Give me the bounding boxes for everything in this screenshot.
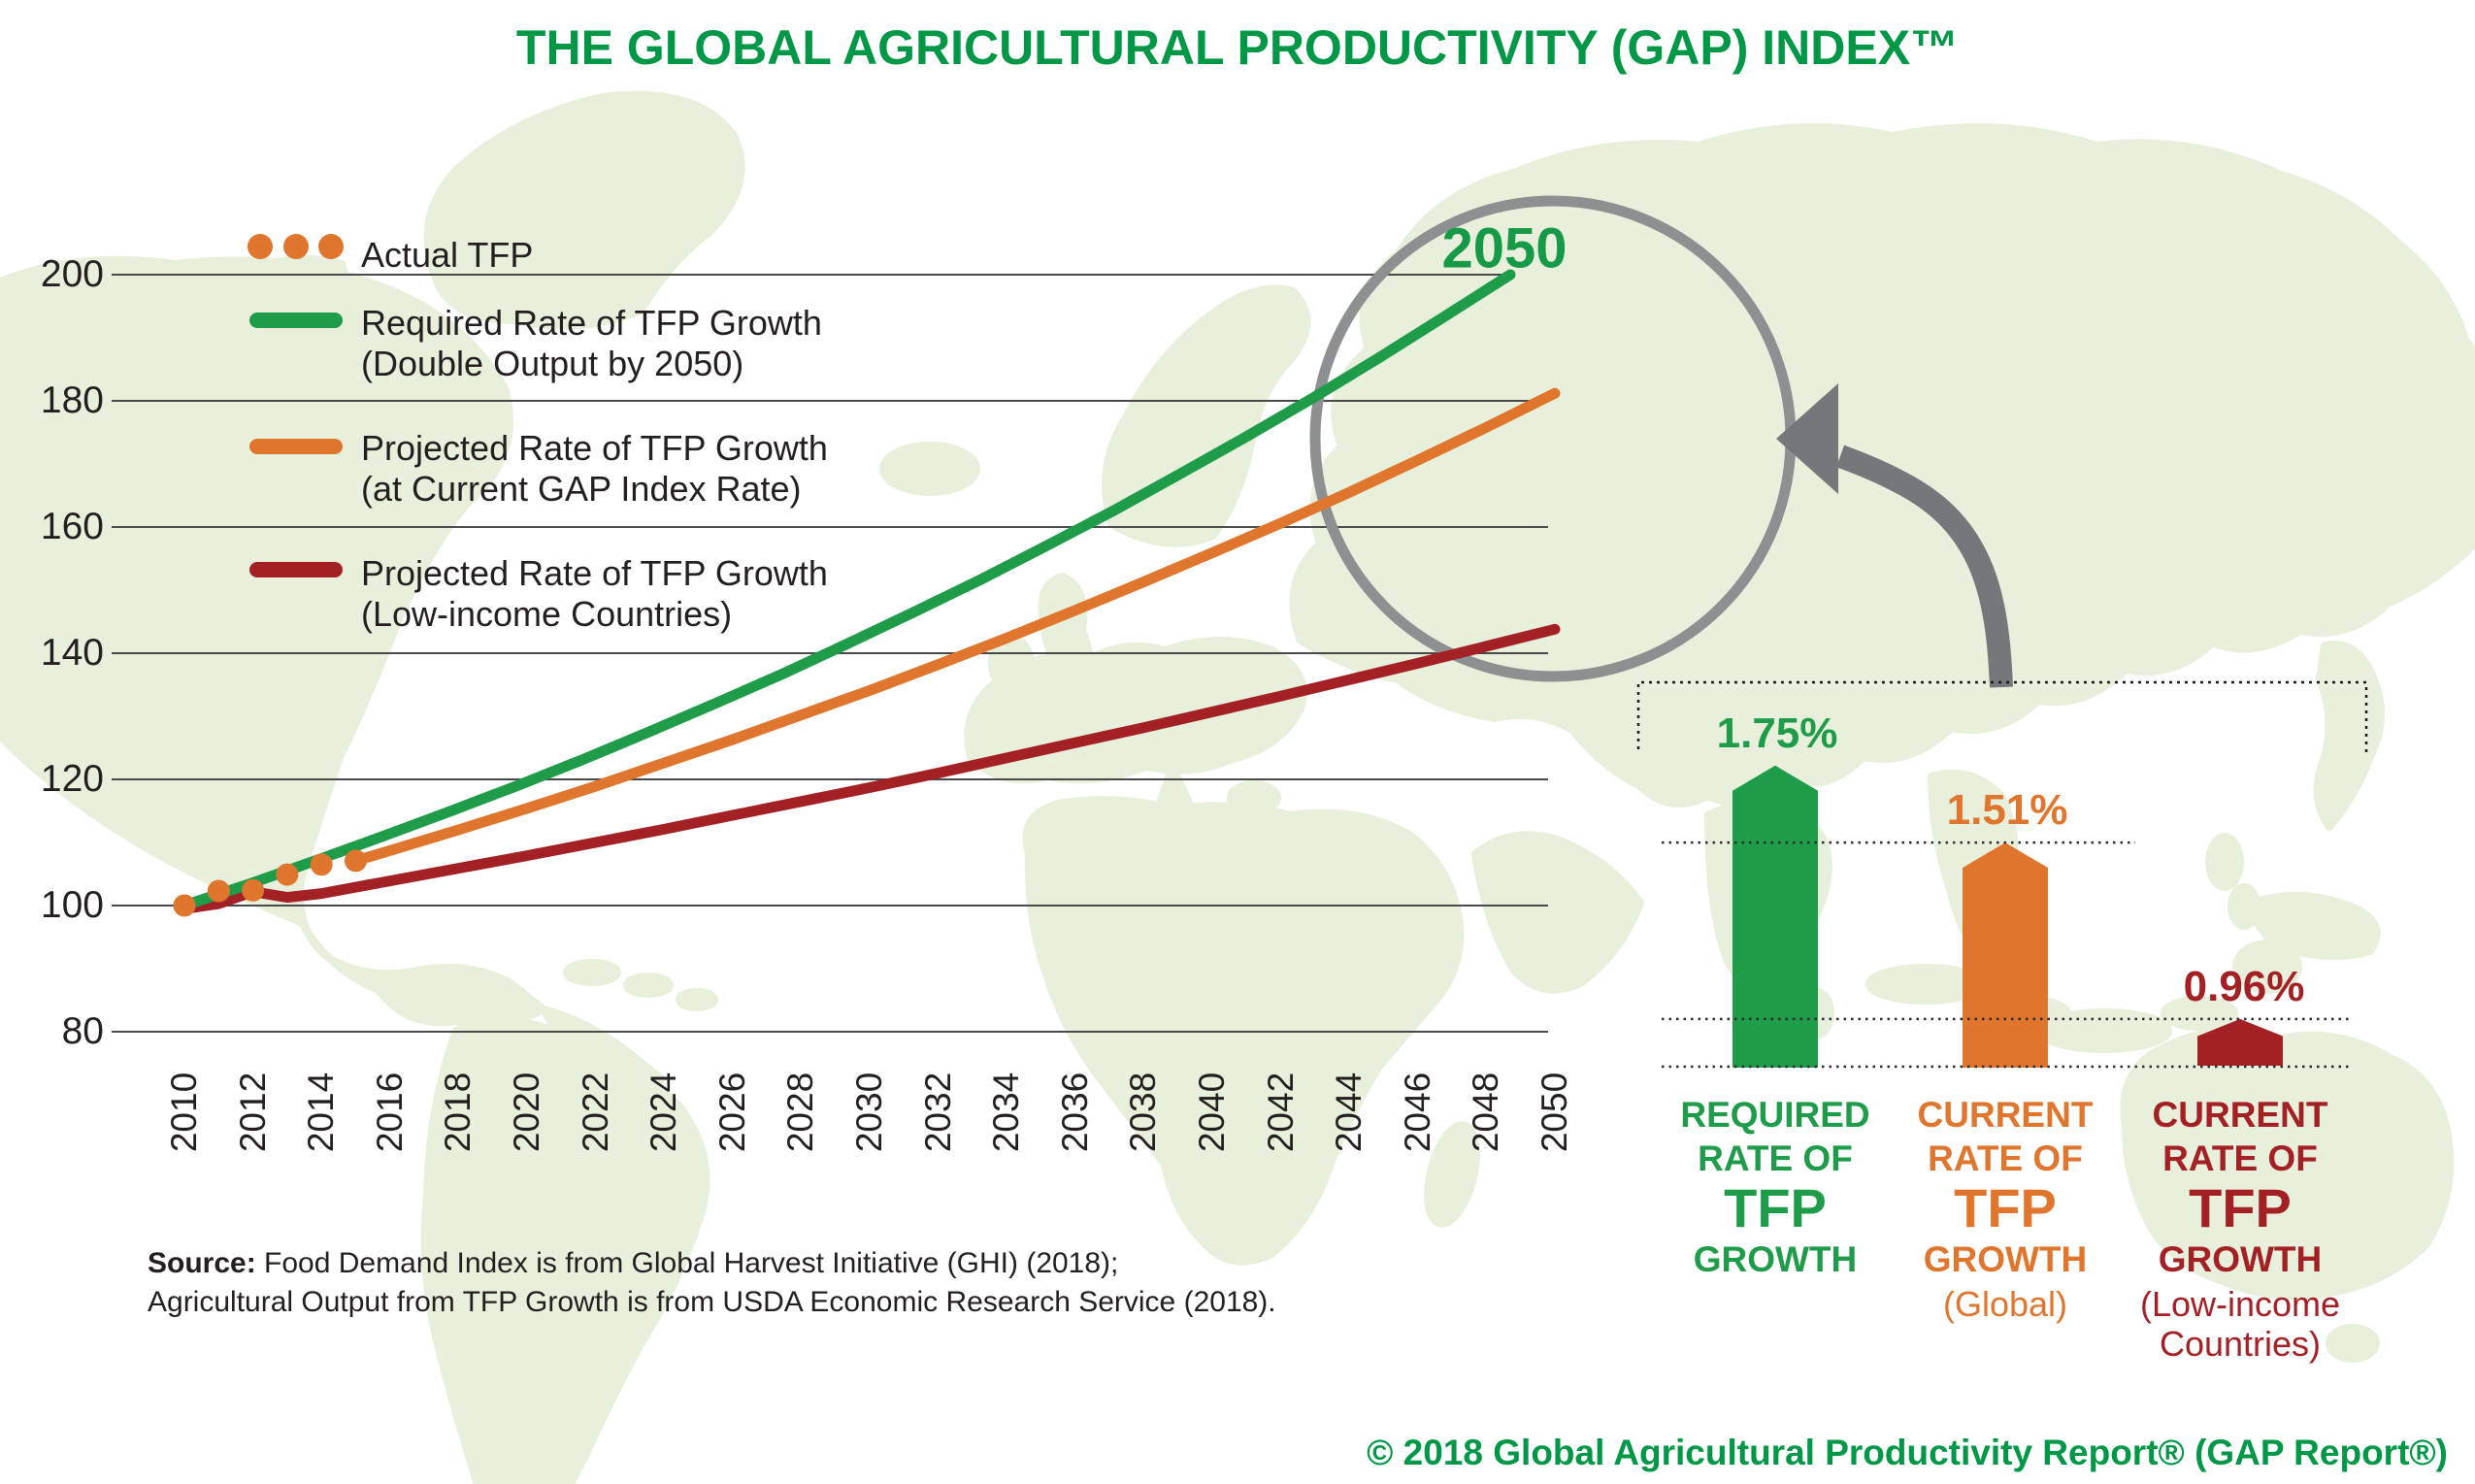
bar-label-tfp: TFP [1954,1177,2057,1238]
bar-1.51% [1963,842,2048,1068]
y-tick-label-180: 180 [40,379,104,421]
y-tick-label-80: 80 [61,1010,104,1052]
x-tick-label-2050: 2050 [1534,1072,1574,1153]
actual-tfp-dot [207,879,230,903]
bar-label-sub: Countries) [2159,1324,2322,1364]
legend-item-sublabel: (Low-income Countries) [361,594,733,634]
legend-item-label: Actual TFP [361,235,534,275]
page-title: THE GLOBAL AGRICULTURAL PRODUCTIVITY (GA… [515,20,1960,75]
y-tick-label-160: 160 [40,506,104,547]
bar-label-tfp: TFP [1724,1177,1827,1238]
x-tick-label-2030: 2030 [849,1072,889,1153]
callout-bars [1732,765,2283,1068]
x-tick-label-2016: 2016 [369,1072,410,1153]
legend-line-icon [249,562,343,577]
legend-item-label: Required Rate of TFP Growth [361,303,822,343]
legend-line-icon [249,439,343,454]
legend-line-icon [249,313,343,328]
bar-label-sub: (Global) [1942,1284,2068,1324]
callout-arrow-icon [1776,383,2013,688]
bar-label-line: CURRENT [1917,1095,2094,1135]
x-tick-label-2040: 2040 [1192,1072,1232,1153]
x-tick-label-2034: 2034 [986,1072,1027,1153]
actual-tfp-dot [276,863,299,886]
bar-label-line: CURRENT [2152,1095,2328,1135]
x-tick-label-2046: 2046 [1397,1072,1437,1153]
actual-tfp-dots [173,849,367,917]
x-tick-label-2022: 2022 [575,1072,615,1153]
x-tick-label-2014: 2014 [301,1072,342,1153]
x-tick-label-2032: 2032 [917,1072,958,1153]
source-prefix: Source: [148,1247,256,1279]
bar-value-label: 0.96% [2183,962,2305,1010]
bar-category-label: CURRENT RATE OF TFP GROWTH (Global) [1860,1093,2151,1324]
bar-label-growth: GROWTH [1923,1239,2088,1279]
actual-tfp-dot [345,849,367,873]
actual-tfp-dot [310,853,333,876]
bar-value-label: 1.75% [1716,709,1838,757]
y-tick-label-200: 200 [40,253,104,295]
x-tick-label-2028: 2028 [780,1072,821,1153]
bar-1.75% [1732,765,1818,1068]
legend-dot-icon [283,234,309,259]
actual-tfp-dot [242,878,265,902]
bar-value-label: 1.51% [1946,786,2068,835]
bar-label-sub: (Low-income [2139,1284,2341,1324]
callout-dotted-level-lines [1662,841,2349,1069]
chart-series-lines [179,269,1561,914]
x-tick-label-2042: 2042 [1260,1072,1301,1153]
x-tick-label-2018: 2018 [438,1072,478,1153]
callout-dashed-box [1636,680,2368,752]
projected-low-income-line [179,623,1561,914]
bar-label-growth: GROWTH [1693,1239,1858,1279]
annotation-2050: 2050 [1441,216,1568,280]
x-tick-label-2026: 2026 [711,1072,752,1153]
bar-label-line: RATE OF [1698,1138,1853,1178]
bar-label-line: REQUIRED [1680,1095,1870,1135]
x-tick-label-2036: 2036 [1054,1072,1095,1153]
source-line1: Food Demand Index is from Global Harvest… [255,1247,1119,1279]
legend-item-sublabel: (at Current GAP Index Rate) [361,469,802,509]
legend-item-label: Projected Rate of TFP Growth [361,428,828,468]
x-tick-label-2044: 2044 [1329,1072,1370,1153]
legend-dot-icon [248,234,273,259]
bar-label-line: RATE OF [1928,1138,2083,1178]
bar-category-label: CURRENT RATE OF TFP GROWTH (Low-income Countr… [2095,1093,2386,1364]
actual-tfp-dot [173,894,196,917]
y-tick-label-120: 120 [40,758,104,800]
legend-swatches [248,234,344,577]
bar-label-tfp: TFP [2189,1177,2292,1238]
x-tick-label-2038: 2038 [1123,1072,1164,1153]
bar-category-label: REQUIRED RATE OF TFP GROWTH [1630,1093,1921,1284]
x-tick-label-2024: 2024 [644,1072,684,1153]
gridlines [112,274,1548,1033]
bar-label-growth: GROWTH [2158,1239,2323,1279]
x-tick-label-2048: 2048 [1466,1072,1506,1153]
required-line [179,269,1516,911]
bar-0.96% [2197,1018,2283,1066]
source-note-line2: Agricultural Output from TFP Growth is f… [148,1286,1276,1318]
x-tick-label-2010: 2010 [164,1072,204,1153]
legend-item-label: Projected Rate of TFP Growth [361,553,828,593]
x-tick-label-2012: 2012 [232,1072,273,1153]
projected-global-line [350,387,1561,867]
y-tick-label-140: 140 [40,632,104,674]
y-tick-label-100: 100 [40,884,104,926]
copyright-note: © 2018 Global Agricultural Productivity … [1367,1433,2448,1472]
legend-item-sublabel: (Double Output by 2050) [361,344,744,383]
legend-dot-icon [318,234,344,259]
x-tick-label-2020: 2020 [507,1072,546,1153]
bar-label-line: RATE OF [2162,1138,2318,1178]
source-note-line1: Source: Food Demand Index is from Global… [148,1244,1118,1283]
